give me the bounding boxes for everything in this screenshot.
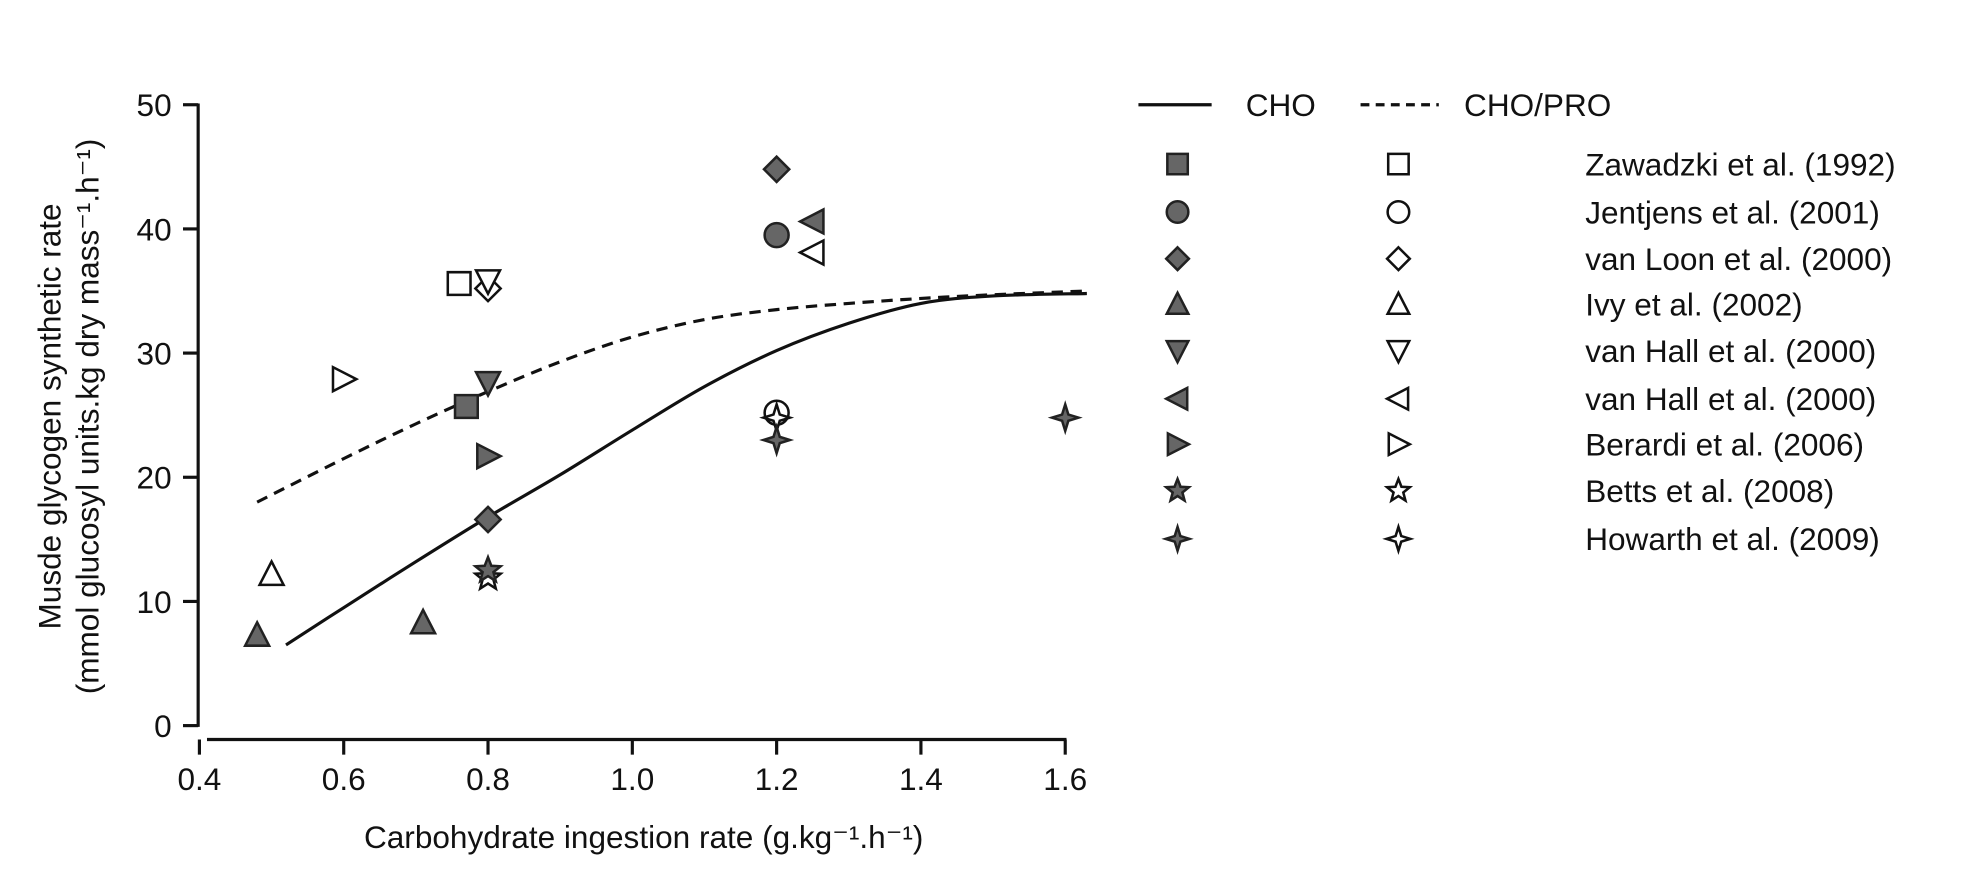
legend-cho-square-icon [1166, 152, 1190, 176]
point-cho-pro-triangle-down [473, 269, 503, 297]
point-cho-star4 [759, 422, 795, 458]
point-cho-pro-triangle-right [331, 365, 360, 394]
legend-cho-pro-square-icon [1386, 152, 1410, 176]
x-tick-label: 1.2 [755, 761, 799, 797]
y-tick-label: 40 [137, 211, 172, 247]
legend-cho-pro-diamond-icon [1385, 245, 1412, 272]
cho-pro-curve [256, 289, 1087, 504]
x-tick-label: 0.4 [177, 761, 221, 797]
point-cho-diamond [762, 154, 792, 184]
legend-study-label: Betts et al. (2008) [1585, 473, 1834, 509]
legend-study-label: Ivy et al. (2002) [1585, 286, 1802, 322]
legend-cho-pro-star5-icon [1383, 475, 1414, 504]
point-cho-triangle-up [243, 619, 272, 647]
legend-study-label: Howarth et al. (2009) [1585, 521, 1880, 557]
point-cho-triangle-left [797, 207, 825, 236]
legend-cho-circle-icon [1165, 199, 1190, 225]
axes [196, 103, 1067, 742]
y-axis-title: Musde glycogen synthetic rate (mmol gluc… [32, 139, 106, 695]
legend-cho-star5-icon [1162, 475, 1193, 504]
point-cho-diamond [473, 505, 503, 534]
point-cho-triangle-up [409, 607, 438, 635]
legend-study-label: van Loon et al. (2000) [1585, 241, 1892, 277]
y-axis-title-line2: (mmol glucosyl units.kg dry mass⁻¹.h⁻¹) [69, 139, 105, 695]
point-cho-pro-triangle-left [797, 238, 825, 267]
legend-cho-triangle-up-icon [1164, 290, 1191, 316]
point-cho-star5 [472, 553, 504, 584]
legend-study-label: Jentjens et al. (2001) [1585, 194, 1880, 230]
x-axis-title: Carbohydrate ingestion rate (g.kg⁻¹.h⁻¹) [364, 819, 923, 855]
point-cho-triangle-down [473, 370, 503, 399]
legend-cho-pro-triangle-right-icon [1387, 431, 1413, 458]
point-cho-triangle-right [476, 442, 504, 471]
legend-cho-pro-circle-icon [1386, 199, 1411, 225]
legend-cho-diamond-icon [1164, 245, 1191, 272]
point-cho-pro-triangle-up [257, 558, 286, 587]
x-tick-label: 1.4 [899, 761, 943, 797]
legend-cho-triangle-right-icon [1166, 431, 1192, 458]
legend-cho-triangle-left-icon [1163, 385, 1189, 412]
fit-curves [256, 289, 1087, 647]
data-points [243, 154, 1083, 647]
point-cho-circle [763, 221, 790, 249]
x-tick-label: 1.6 [1043, 761, 1087, 797]
legend-cho-label: CHO [1246, 87, 1316, 123]
x-tick-label: 1.0 [610, 761, 654, 797]
legend-cho-pro-label: CHO/PRO [1464, 87, 1611, 123]
x-tick-label: 0.6 [322, 761, 366, 797]
legend-cho-pro-star4-icon [1382, 522, 1415, 556]
legend-study-label: van Hall et al. (2000) [1585, 333, 1876, 369]
point-cho-star4 [1047, 400, 1083, 436]
legend-cho-pro-triangle-up-icon [1385, 290, 1412, 316]
y-tick-label: 50 [137, 87, 172, 123]
legend-cho-pro-triangle-left-icon [1384, 385, 1410, 412]
ticks: 0.4 0.6 0.8 1.0 1.2 1.4 1.6 0 10 20 30 40 50 [137, 87, 1088, 797]
legend-cho-triangle-down-icon [1164, 339, 1191, 365]
y-tick-label: 30 [137, 335, 172, 371]
legend-cho-star4-icon [1161, 522, 1194, 556]
point-cho-pro-square [446, 270, 472, 297]
point-cho-square [453, 393, 479, 420]
legend-cho-pro-triangle-down-icon [1385, 339, 1412, 365]
legend: CHO CHO/PRO Zawadzki et al. (1992) Jentje… [1138, 87, 1896, 557]
legend-study-label: Berardi et al. (2006) [1585, 427, 1864, 463]
y-tick-label: 10 [137, 584, 172, 620]
cho-curve [285, 291, 1087, 647]
legend-study-label: Zawadzki et al. (1992) [1585, 146, 1895, 182]
y-axis-title-line1: Musde glycogen synthetic rate [32, 203, 68, 629]
legend-study-label: van Hall et al. (2000) [1585, 381, 1876, 417]
x-tick-label: 0.8 [466, 761, 510, 797]
y-tick-label: 20 [137, 460, 172, 496]
y-tick-label: 0 [154, 708, 172, 744]
